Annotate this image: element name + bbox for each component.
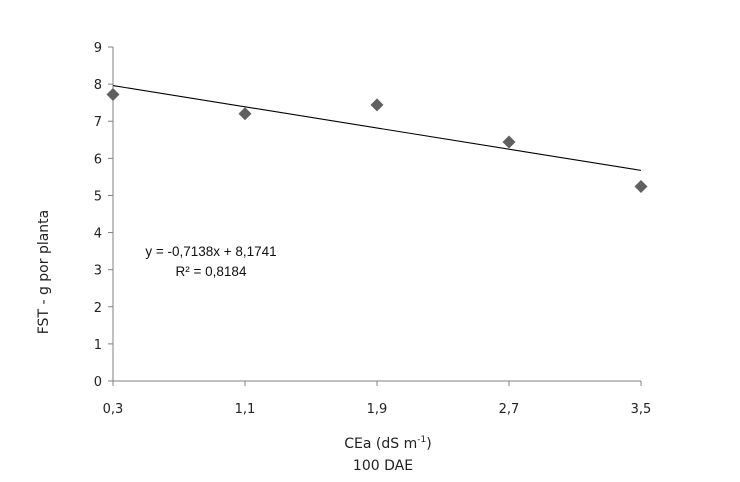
trendline-group [112,85,642,171]
x-axis-title-suffix: ) [426,436,431,452]
trendline [112,85,642,171]
x-axis-title-main: CEa (dS m [344,436,417,452]
trendline-r-squared: R² = 0,8184 [176,264,247,279]
data-point-marker [370,98,384,112]
data-points [106,88,648,194]
x-axis-title-superscript: -1 [417,435,426,445]
data-point-marker [634,180,648,194]
x-tick-label: 1,9 [367,402,388,417]
y-tick-label: 3 [94,264,102,279]
y-tick-label: 4 [94,227,102,242]
y-tick-label: 8 [94,78,102,93]
y-tick-label: 7 [94,115,102,130]
axes [112,47,641,382]
y-tick-label: 6 [94,152,102,167]
chart-subtitle: 100 DAE [353,458,413,474]
x-tick-label: 0,3 [103,402,124,417]
y-tick-label: 9 [94,41,102,56]
y-axis-title: FST - g por planta [36,210,52,335]
x-tick-label: 3,5 [631,402,652,417]
x-tick-label: 2,7 [499,402,520,417]
trendline-equation: y = -0,7138x + 8,1741 [145,244,276,259]
x-axis-ticks: 0,3 1,1 1,9 2,7 3,5 [103,381,652,417]
y-tick-label: 5 [94,189,102,204]
data-point-marker [502,135,516,149]
data-point-marker [238,107,252,121]
y-tick-label: 1 [94,338,102,353]
y-tick-label: 2 [94,301,102,316]
y-tick-label: 0 [94,375,102,390]
x-tick-label: 1,1 [235,402,256,417]
x-axis-title: CEa (dS m-1) [344,435,431,452]
y-axis-ticks: 0 1 2 3 4 5 6 7 8 9 [94,41,113,390]
data-point-marker [106,88,120,102]
